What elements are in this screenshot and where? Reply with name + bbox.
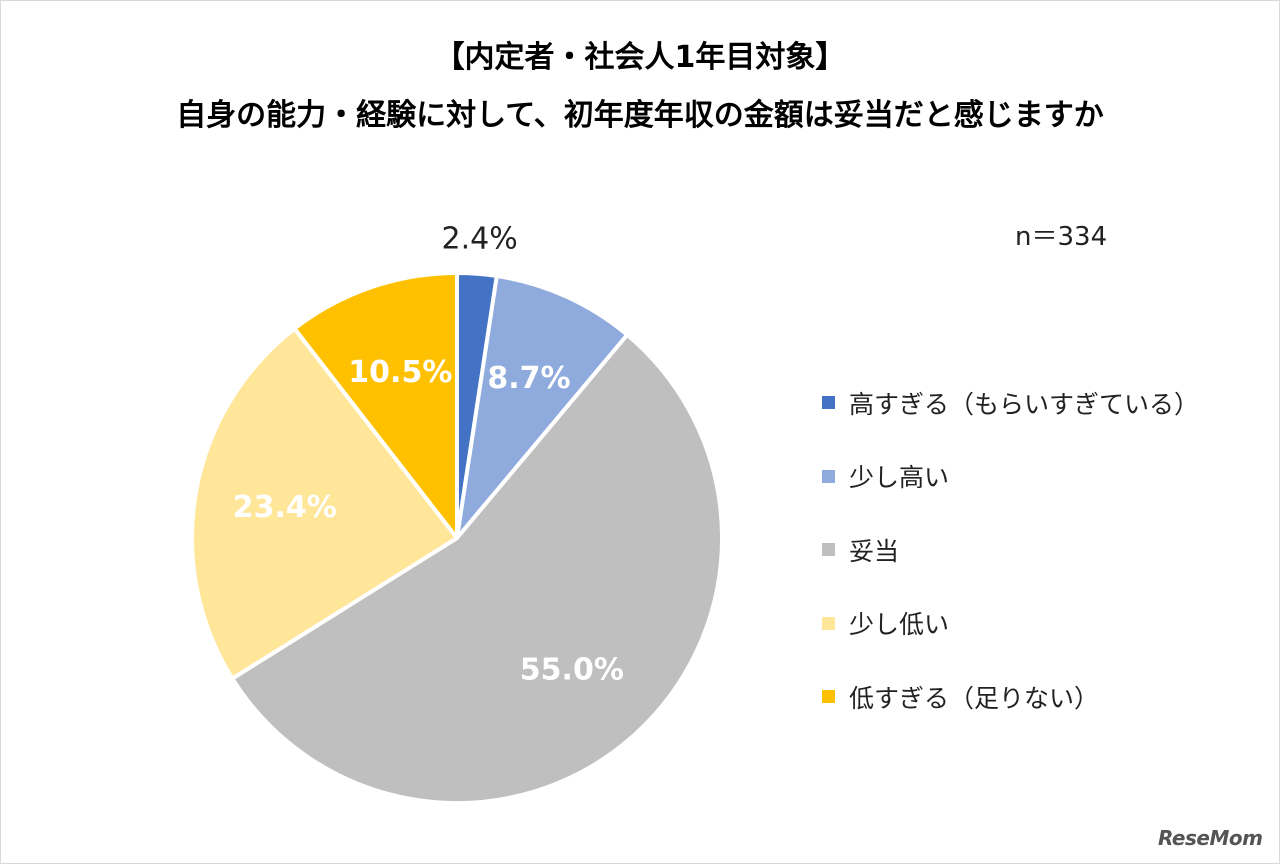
resemom-logo: ReseMom: [1158, 826, 1263, 850]
legend-swatch-0: [822, 396, 835, 410]
pie-slice-1: [455, 274, 630, 540]
pie-slice-2: [230, 332, 724, 805]
data-label-2: 55.0%: [520, 652, 624, 687]
legend-label-2: 妥当: [849, 536, 900, 566]
legend-item-4: 低すぎる（足りない）: [822, 660, 1199, 734]
pie-slice-3: [190, 326, 459, 681]
legend-item-0: 高すぎる（もらいすぎている）: [822, 366, 1199, 440]
data-label-3: 23.4%: [233, 490, 337, 525]
legend-label-0: 高すぎる（もらいすぎている）: [849, 389, 1200, 419]
chart-title: 【内定者・社会人1年目対象】: [434, 40, 846, 75]
legend-item-2: 妥当: [822, 513, 1199, 587]
legend: 高すぎる（もらいすぎている） 少し高い妥当少し低い低すぎる（足りない）: [822, 366, 1199, 734]
legend-item-1: 少し高い: [822, 440, 1199, 514]
chart-subtitle: 自身の能力・経験に対して、初年度年収の金額は妥当だと感じますか: [176, 98, 1104, 133]
pie-slice-4: [292, 271, 459, 540]
legend-label-4: 低すぎる（足りない）: [849, 683, 1100, 713]
legend-swatch-4: [822, 690, 835, 704]
legend-label-3: 少し低い: [849, 610, 950, 640]
legend-item-3: 少し低い: [822, 587, 1199, 661]
data-label-4: 10.5%: [348, 355, 452, 390]
data-label-1: 8.7%: [487, 361, 570, 396]
legend-label-1: 少し高い: [849, 463, 950, 493]
legend-swatch-1: [822, 469, 835, 483]
sample-size-note: n＝334: [1015, 222, 1108, 252]
data-label-0: 2.4%: [441, 221, 517, 256]
legend-swatch-2: [822, 543, 835, 557]
legend-swatch-3: [822, 616, 835, 630]
